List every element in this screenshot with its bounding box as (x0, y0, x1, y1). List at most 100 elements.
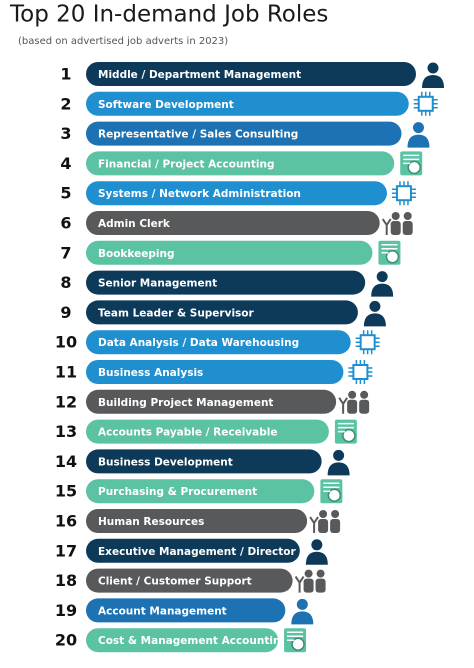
rank: 13 (55, 422, 77, 441)
icon-head (304, 569, 313, 578)
icon-head (319, 510, 328, 518)
icon-pin (348, 360, 373, 384)
rank: 3 (60, 124, 71, 143)
role-bar (86, 509, 308, 533)
role-label: Senior Management (98, 278, 217, 290)
role-label: Building Project Management (98, 397, 273, 409)
row: 19 Account Management (55, 598, 314, 625)
role-bar (86, 151, 395, 176)
role-label: Middle / Department Management (98, 69, 301, 81)
role-bar (86, 360, 344, 384)
rank: 16 (55, 512, 77, 531)
icon-head (333, 449, 345, 461)
rank: 14 (55, 452, 77, 471)
icon-chip (395, 185, 412, 202)
role-bar (86, 538, 300, 563)
icon-body (303, 578, 314, 593)
rank: 17 (55, 541, 77, 560)
icon-pin (413, 91, 438, 116)
icon-coin (385, 250, 400, 264)
role-label: Data Analysis / Data Warehousing (98, 337, 299, 349)
role-label: Human Resources (98, 516, 204, 528)
icon-head (403, 212, 412, 220)
icon-lines (381, 244, 398, 254)
icon-body (363, 313, 386, 327)
role-label: Systems / Network Administration (98, 188, 301, 200)
row: 18 Client / Customer Support (55, 568, 326, 593)
role-label: Admin Clerk (98, 218, 171, 230)
role-bar (86, 211, 380, 235)
role-bar (86, 91, 409, 116)
icon-head (296, 598, 308, 610)
role-label: Representative / Sales Consulting (98, 129, 298, 141)
role-bar (86, 479, 315, 504)
rank: 11 (55, 363, 77, 382)
icon-plant (338, 397, 348, 414)
role-label: Purchasing & Procurement (98, 486, 257, 498)
role-bar (86, 62, 416, 86)
role-bar (86, 300, 358, 325)
rank: 1 (60, 65, 71, 84)
icon-head (311, 539, 323, 551)
icon-lines (323, 482, 340, 492)
icon-head (331, 510, 340, 518)
role-bar (86, 330, 351, 355)
role-bar (86, 449, 322, 474)
role-bar (86, 568, 293, 593)
role-bar (86, 598, 286, 623)
icon-body (315, 578, 326, 593)
rank: 6 (60, 214, 71, 233)
role-bar (86, 389, 337, 414)
icon-coin (407, 160, 421, 175)
icon-head (376, 271, 388, 283)
icon-head (316, 569, 325, 578)
icon-coin (342, 428, 356, 443)
role-bar (86, 270, 366, 295)
row: 12 Building Project Management (55, 389, 370, 414)
rank: 12 (55, 392, 77, 411)
icon-plant (309, 516, 319, 533)
role-label: Business Analysis (98, 367, 203, 379)
icon-chip (359, 334, 376, 351)
rank: 9 (60, 303, 71, 322)
row: 5 Systems / Network Administration (60, 181, 416, 206)
icon-head (427, 62, 439, 74)
icon-body (402, 221, 413, 235)
rank: 15 (55, 482, 77, 501)
row: 17 Executive Management / Director (55, 538, 328, 565)
row: 9 Team Leader & Supervisor (60, 300, 386, 327)
icon-body (359, 399, 370, 414)
row: 10 Data Analysis / Data Warehousing (55, 330, 380, 355)
role-bar (86, 181, 387, 206)
row: 3 Representative / Sales Consulting (60, 121, 430, 148)
rank: 7 (60, 243, 71, 262)
rank: 2 (60, 94, 71, 113)
icon-body (407, 134, 430, 148)
icon-head (348, 390, 357, 399)
row: 6 Admin Clerk (60, 211, 413, 235)
icon-coin (327, 488, 342, 502)
role-bar (86, 240, 373, 265)
row: 4 Financial / Project Accounting (60, 151, 423, 176)
icon-pin (391, 181, 416, 206)
icon-head (369, 300, 381, 312)
rank: 10 (55, 333, 77, 352)
icon-body (371, 283, 394, 297)
icon-body (347, 399, 358, 414)
role-label: Team Leader & Supervisor (98, 307, 255, 319)
role-label: Executive Management / Director (98, 546, 297, 558)
row: 13 Accounts Payable / Receivable (55, 419, 357, 444)
row: 16 Human Resources (55, 509, 341, 533)
icon-pin (355, 330, 380, 355)
icon-head (360, 390, 369, 399)
role-label: Business Development (98, 456, 233, 468)
icon-lines (287, 631, 304, 641)
icon-pin (391, 181, 416, 206)
rank: 18 (55, 571, 77, 590)
subtitle: (based on advertised job adverts in 2023… (18, 36, 228, 47)
row: 14 Business Development (55, 449, 350, 476)
title: Top 20 In-demand Job Roles (9, 2, 328, 28)
icon-body (291, 611, 314, 625)
icon-pin (413, 91, 438, 116)
icon-body (422, 75, 444, 88)
